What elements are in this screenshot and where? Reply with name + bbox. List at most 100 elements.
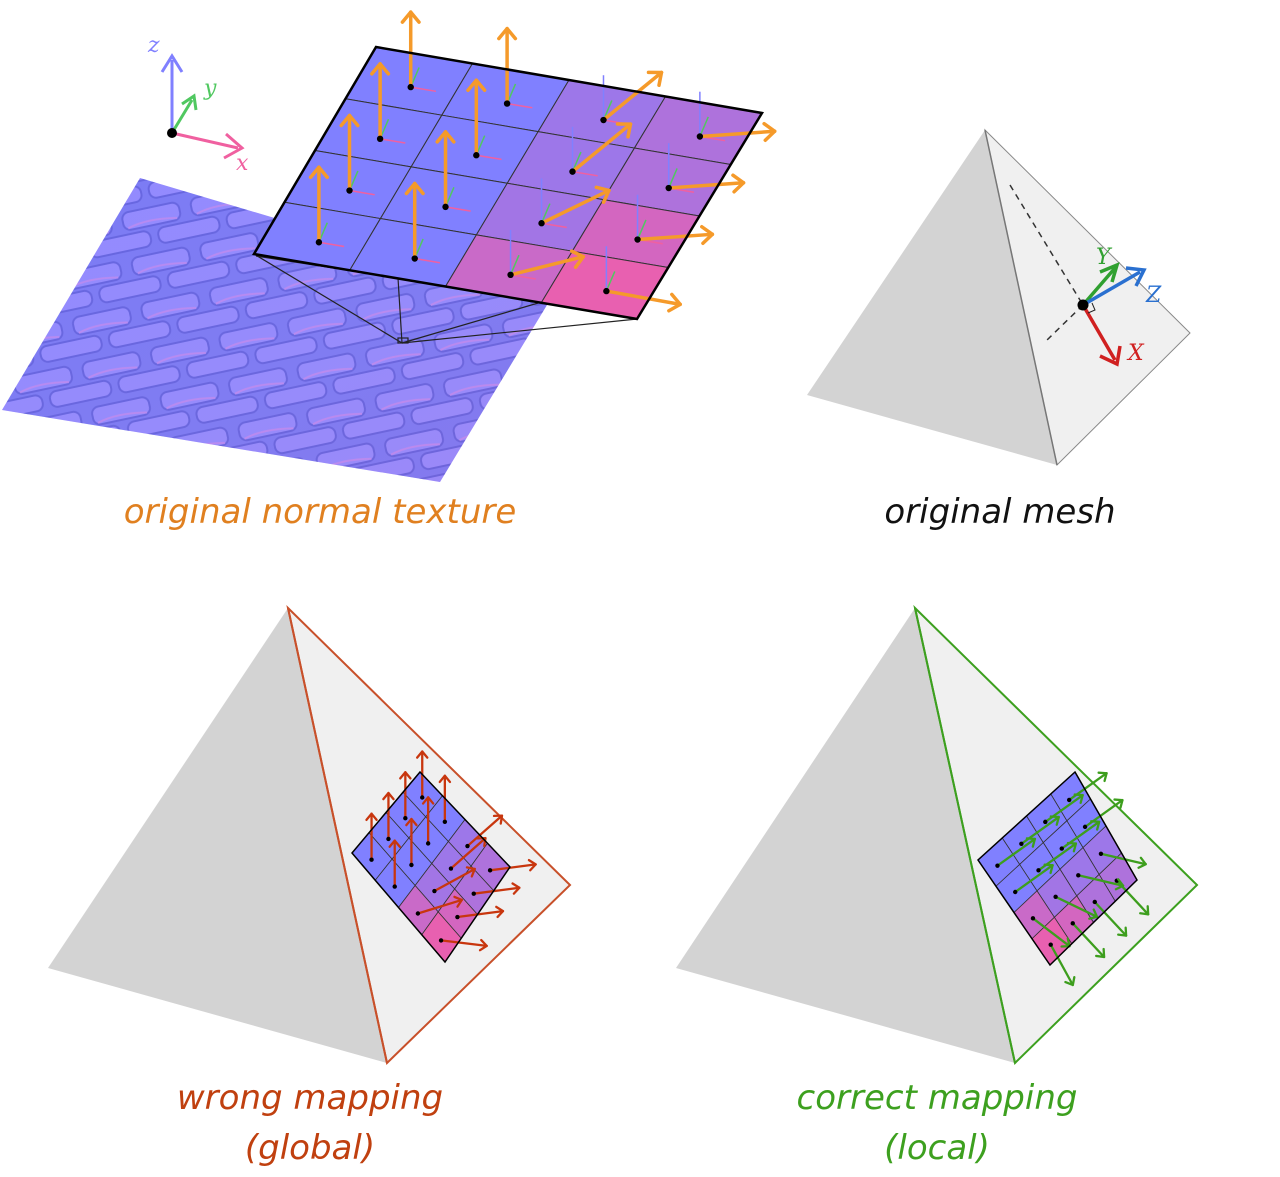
normal-arrow bbox=[1071, 922, 1106, 959]
normal-arrow bbox=[416, 895, 464, 915]
sample-point bbox=[438, 938, 444, 943]
sample-point bbox=[407, 83, 414, 91]
sample-point bbox=[473, 152, 480, 159]
normal-arrow bbox=[435, 130, 456, 209]
hidden-edge-dashed-2 bbox=[1046, 304, 1084, 341]
normal-arrow bbox=[433, 866, 476, 893]
sample-point bbox=[1053, 894, 1058, 900]
texture-axis-z-label: z bbox=[147, 33, 160, 58]
normal-arrow bbox=[698, 121, 777, 142]
normal-arrow bbox=[1049, 943, 1076, 987]
sample-point bbox=[1048, 942, 1053, 947]
caption-original-mesh: original mesh bbox=[884, 492, 1116, 532]
normal-arrow bbox=[472, 882, 521, 895]
wrong-normal-grid bbox=[351, 750, 537, 964]
sample-point bbox=[425, 841, 431, 846]
sample-point bbox=[538, 220, 545, 227]
zoom-lines bbox=[253, 253, 638, 344]
sample-point bbox=[346, 187, 353, 194]
normal-arrow bbox=[421, 796, 435, 845]
sample-point bbox=[503, 100, 511, 107]
mesh-edge bbox=[984, 129, 1058, 466]
sample-point bbox=[442, 203, 449, 211]
normal-arrow bbox=[405, 817, 418, 867]
normal-arrow bbox=[370, 62, 391, 141]
sample-point bbox=[376, 135, 384, 143]
sample-point bbox=[696, 133, 704, 140]
normal-arrow bbox=[497, 26, 518, 106]
sample-point bbox=[386, 836, 391, 842]
correct-normal-grid bbox=[977, 770, 1150, 987]
caption-wrong-mapping-sub: (global) bbox=[244, 1128, 376, 1168]
texture-axis-x-label: x bbox=[236, 151, 249, 176]
sample-point bbox=[569, 168, 576, 175]
sample-point bbox=[455, 914, 460, 920]
caption-wrong-mapping: wrong mapping bbox=[176, 1078, 444, 1118]
normal-arrow bbox=[399, 771, 412, 820]
caption-correct-mapping: correct mapping bbox=[796, 1078, 1078, 1118]
wrong-mapping-panel bbox=[48, 604, 572, 1065]
normal-arrow bbox=[466, 814, 504, 848]
mesh-axis-y-label: Y bbox=[1096, 245, 1113, 270]
sample-point bbox=[1082, 824, 1088, 830]
wrong-front-face bbox=[48, 608, 387, 1063]
mesh-axis-z-label: Z bbox=[1145, 283, 1162, 308]
sample-point bbox=[420, 795, 425, 800]
texture-axes: z y x bbox=[147, 33, 249, 176]
sample-point bbox=[315, 239, 323, 246]
sample-point bbox=[1070, 921, 1075, 926]
sample-point bbox=[1066, 797, 1072, 803]
correct-mapping-panel bbox=[676, 604, 1199, 1065]
sample-point bbox=[600, 116, 607, 124]
sample-point bbox=[603, 287, 610, 295]
normal-arrow bbox=[539, 185, 611, 225]
sample-point bbox=[403, 816, 408, 821]
sample-point bbox=[415, 911, 421, 916]
mesh-panel: Y Z X bbox=[807, 128, 1191, 466]
sample-point bbox=[471, 891, 476, 896]
mesh-local-axes: Y Z X bbox=[1077, 245, 1162, 367]
sample-point bbox=[1043, 819, 1048, 825]
normal-arrow bbox=[996, 837, 1037, 867]
sample-point bbox=[411, 255, 418, 262]
normal-arrow bbox=[635, 224, 715, 246]
normal-arrow bbox=[308, 165, 329, 245]
normal-arrow bbox=[1077, 874, 1125, 891]
hidden-edge-dashed bbox=[1009, 184, 1084, 306]
normal-arrow bbox=[1093, 900, 1128, 937]
sample-point bbox=[448, 866, 454, 871]
normal-arrow bbox=[508, 249, 586, 277]
normal-arrow bbox=[1054, 895, 1099, 920]
normal-arrow bbox=[400, 10, 421, 89]
sample-point bbox=[409, 862, 414, 868]
zoomed-normal-grid bbox=[252, 10, 777, 321]
normal-arrow bbox=[439, 938, 488, 952]
texture-panel: z y x bbox=[2, 10, 777, 482]
mesh-front-face bbox=[807, 130, 1057, 465]
normal-arrow bbox=[601, 70, 664, 122]
normal-arrow bbox=[1099, 852, 1147, 869]
sample-point bbox=[465, 843, 470, 849]
normal-arrow bbox=[488, 858, 537, 872]
normal-arrow bbox=[404, 181, 425, 261]
normal-arrow bbox=[466, 78, 487, 157]
normal-arrow bbox=[388, 839, 401, 888]
normal-arrow bbox=[365, 812, 378, 861]
sample-point bbox=[392, 884, 397, 889]
normal-arrow bbox=[570, 122, 633, 174]
sample-point bbox=[487, 868, 493, 873]
normal-arrow bbox=[456, 905, 505, 919]
sample-point bbox=[1013, 889, 1018, 895]
cobblestone-tint bbox=[2, 178, 550, 482]
sample-point bbox=[432, 888, 437, 894]
texture-axis-y-label: y bbox=[203, 76, 217, 101]
mesh-axis-x-label: X bbox=[1126, 341, 1145, 366]
sample-point bbox=[1036, 868, 1041, 873]
correct-front-face bbox=[676, 608, 1015, 1063]
sample-point bbox=[634, 236, 641, 243]
sample-point bbox=[665, 184, 672, 192]
normal-arrow bbox=[339, 113, 360, 193]
sample-point bbox=[507, 271, 514, 279]
